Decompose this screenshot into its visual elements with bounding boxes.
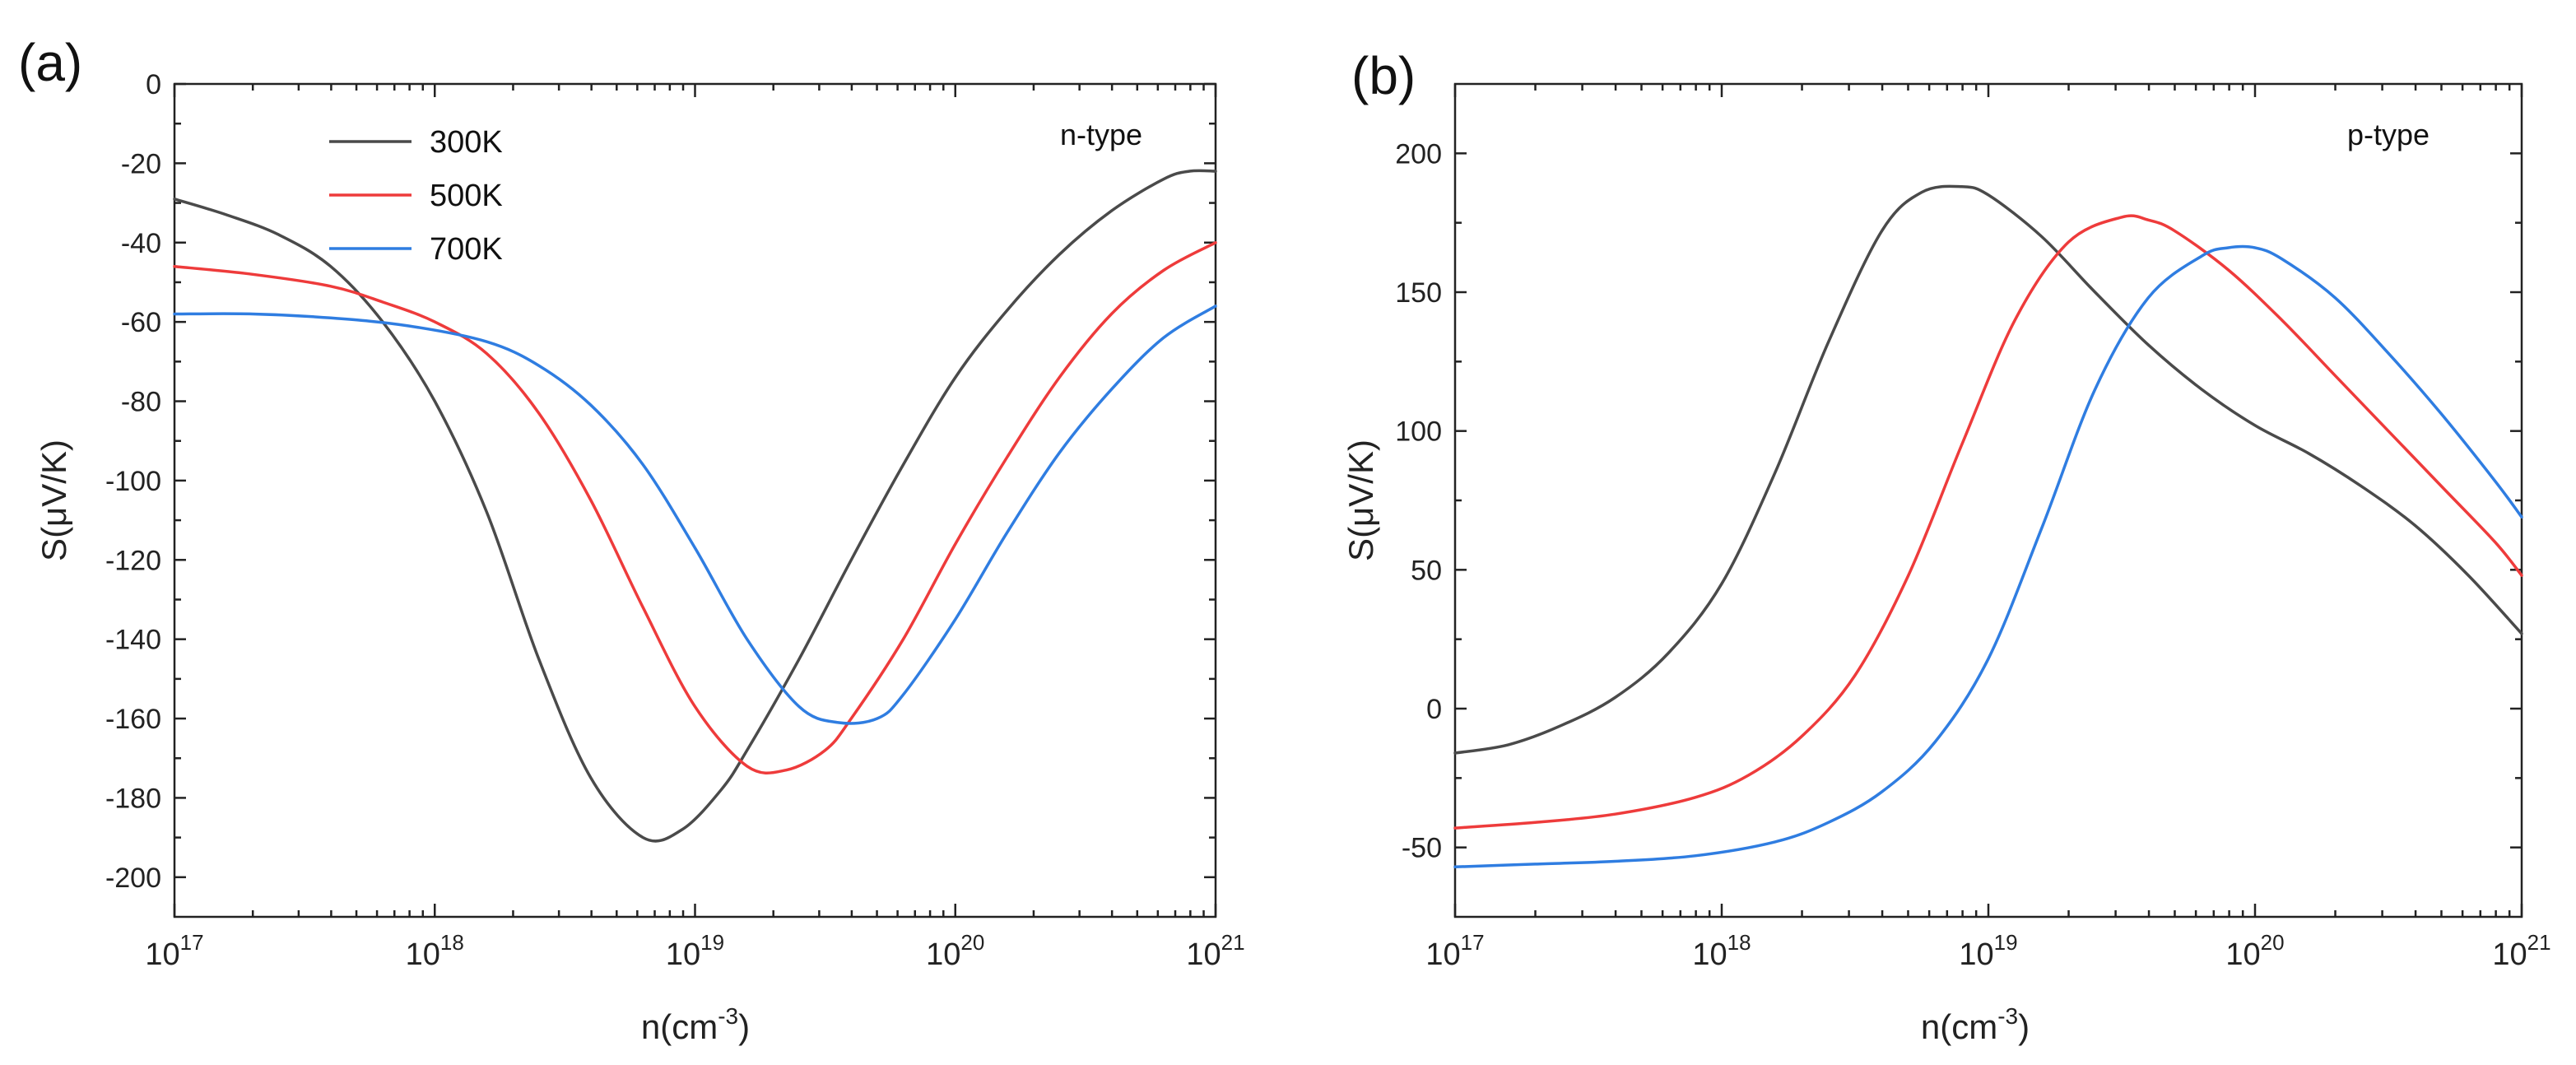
series-line-500k — [173, 241, 1217, 775]
panel-b-y-axis-title: S(μV/K) — [1341, 439, 1380, 561]
panel-a-plot-frame — [173, 82, 1217, 919]
x-tick-label: 1020 — [2225, 930, 2284, 972]
panel-a-legend: 300K 500K 700K — [329, 125, 503, 267]
y-tick-label: 0 — [146, 69, 161, 100]
y-tick-label: -60 — [121, 307, 161, 338]
y-tick-label: 200 — [1395, 138, 1442, 170]
panel-b-p-type: (b) -50 0 50 100 150 200 1017 1018 1019 1020 1021… — [1341, 46, 2551, 1046]
y-tick-label: 150 — [1395, 277, 1442, 309]
panel-a-y-axis-title: S(μV/K) — [35, 439, 73, 561]
panel-b-x-axis-title: n(cm-3) — [1921, 1003, 2030, 1046]
y-tick-label: 50 — [1411, 555, 1442, 586]
series-line-500k — [1453, 214, 2523, 830]
panel-b-plot-frame — [1453, 82, 2523, 919]
y-tick-label: -120 — [105, 545, 161, 576]
panel-a-series — [173, 169, 1217, 843]
x-tick-label: 1018 — [406, 930, 464, 972]
series-line-700k — [173, 305, 1217, 725]
x-tick-label: 1021 — [2492, 930, 2550, 972]
y-tick-label: -100 — [105, 466, 161, 497]
x-tick-label: 1018 — [1692, 930, 1751, 972]
series-line-300k — [173, 169, 1217, 843]
y-tick-label: -180 — [105, 783, 161, 814]
y-tick-label: -20 — [121, 148, 161, 179]
y-tick-label: 0 — [1426, 694, 1442, 725]
panel-a-x-axis-title: n(cm-3) — [641, 1003, 750, 1046]
panel-a-y-tick-labels: 0 -20 -40 -60 -80 -100 -120 -140 -160 -180 -200 — [105, 69, 161, 894]
panel-a-n-type: (a) 0 -20 -40 -60 -80 -100 -120 -140 -160 -180 -20… — [18, 33, 1245, 1046]
x-tick-label: 1019 — [1959, 930, 2017, 972]
panel-b-series — [1453, 184, 2523, 869]
x-tick-label: 1019 — [666, 930, 724, 972]
panel-b-y-tick-labels: -50 0 50 100 150 200 — [1395, 138, 1442, 863]
y-tick-label: -50 — [1402, 833, 1442, 864]
legend-label-500k: 500K — [430, 179, 503, 213]
y-tick-label: 100 — [1395, 416, 1442, 448]
x-tick-label: 1020 — [926, 930, 984, 972]
x-tick-label: 1017 — [145, 930, 203, 972]
y-tick-label: -160 — [105, 704, 161, 735]
y-tick-label: -80 — [121, 387, 161, 418]
y-tick-label: -140 — [105, 625, 161, 656]
panel-b-x-tick-labels: 1017 1018 1019 1020 1021 — [1425, 930, 2550, 972]
panel-a-ticks — [173, 82, 1217, 917]
series-line-300k — [1453, 184, 2523, 755]
legend-label-300k: 300K — [430, 125, 503, 160]
y-tick-label: -40 — [121, 228, 161, 259]
panel-b-ticks — [1453, 84, 2523, 917]
panel-b-type-annotation: p-type — [2347, 118, 2430, 151]
series-line-700k — [1453, 244, 2523, 869]
y-tick-label: -200 — [105, 863, 161, 894]
panel-b-label: (b) — [1351, 46, 1416, 105]
x-tick-label: 1017 — [1425, 930, 1484, 972]
legend-label-700k: 700K — [430, 232, 503, 267]
panel-a-x-tick-labels: 1017 1018 1019 1020 1021 — [145, 930, 1244, 972]
panel-a-type-annotation: n-type — [1060, 118, 1142, 151]
panel-a-label: (a) — [18, 33, 82, 92]
x-tick-label: 1021 — [1186, 930, 1244, 972]
